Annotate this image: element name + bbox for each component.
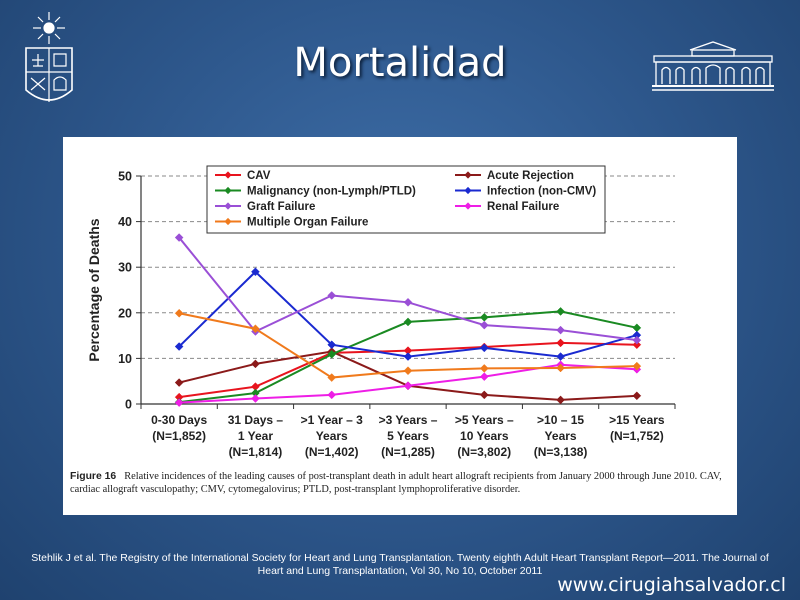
x-tick-label: >5 Years –10 Years (N=3,802)	[455, 413, 514, 459]
data-point	[403, 366, 413, 376]
legend-swatch-marker	[224, 186, 232, 195]
figure-label: Figure 16	[70, 471, 117, 482]
legend-entry-label: CAV	[247, 170, 271, 182]
y-tick-label: 30	[118, 261, 132, 275]
legend-entry-label: Acute Rejection	[487, 170, 574, 182]
data-point	[632, 340, 642, 350]
website-link[interactable]: www.cirugiahsalvador.cl	[557, 574, 786, 596]
citation: Stehlik J et al. The Registry of the Int…	[0, 552, 800, 578]
legend-entry-label: Malignancy (non-Lymph/PTLD)	[247, 186, 416, 198]
y-tick-label: 10	[118, 352, 132, 366]
data-point	[327, 340, 337, 350]
x-tick-label: >10 – 15 Years (N=3,138)	[534, 413, 588, 459]
data-point	[174, 342, 184, 351]
university-crest-logo	[18, 10, 80, 114]
legend-swatch-marker	[464, 186, 472, 195]
y-tick-label: 50	[118, 170, 132, 184]
legend-swatch-marker	[224, 171, 232, 179]
data-point	[251, 359, 260, 369]
data-point	[327, 390, 337, 400]
data-point	[479, 320, 489, 330]
data-point	[174, 398, 184, 407]
x-tick-label: 0-30 Days (N=1,852)	[151, 413, 207, 443]
x-tick-label: >3 Years –5 Years (N=1,285)	[379, 413, 438, 459]
mortality-line-chart: 0 10 20 30 40 50 Percentage of Deaths 0-30 Days…	[86, 165, 676, 459]
data-point	[327, 349, 337, 359]
legend-entry-label: Renal Failure	[487, 201, 559, 213]
legend-swatch-marker	[464, 171, 472, 179]
data-point	[403, 381, 413, 391]
slide-title: Mortalidad	[293, 40, 507, 86]
data-point	[327, 373, 337, 382]
x-tick-label: >1 Year – 3 Years (N=1,402)	[301, 413, 364, 459]
data-point	[556, 325, 565, 335]
data-point	[632, 335, 642, 345]
data-point	[479, 364, 489, 373]
figure-caption: Figure 16 Relative incidences of the lead…	[70, 470, 730, 496]
figure-caption-text: Relative incidences of the leading cause…	[70, 471, 722, 495]
x-tick-label: >15 Years (N=1,752)	[609, 413, 665, 443]
data-point	[556, 338, 565, 348]
legend-entry-label: Infection (non-CMV)	[487, 186, 596, 198]
data-point	[327, 291, 337, 300]
data-point	[251, 394, 260, 403]
legend-entry-label: Graft Failure	[247, 201, 315, 213]
x-tick-label: 31 Days –1 Year (N=1,814)	[228, 413, 284, 459]
hospital-building-logo	[652, 40, 774, 94]
data-point	[632, 361, 642, 371]
data-point	[251, 324, 260, 334]
y-tick-label: 0	[125, 398, 132, 412]
data-point	[251, 267, 260, 277]
citation-line-1: Stehlik J et al. The Registry of the Int…	[31, 552, 769, 564]
y-tick-label: 40	[118, 215, 132, 229]
citation-line-2: Heart and Lung Transplantation, Vol 30, …	[257, 565, 543, 577]
legend-box	[206, 165, 606, 234]
data-point	[479, 372, 489, 381]
data-point	[556, 395, 565, 405]
legend-swatch-marker	[224, 202, 232, 210]
y-axis-label: Percentage of Deaths	[86, 218, 102, 361]
data-point	[632, 391, 642, 401]
data-point	[556, 352, 565, 361]
chart-panel: 0 10 20 30 40 50 Percentage of Deaths 0-30 Days…	[63, 137, 737, 515]
y-tick-label: 20	[118, 306, 132, 320]
data-point	[556, 307, 565, 316]
data-point	[403, 317, 413, 327]
data-point	[556, 363, 565, 373]
data-point	[479, 390, 489, 400]
data-point	[403, 352, 413, 361]
data-point	[479, 343, 489, 353]
data-point	[174, 308, 184, 318]
data-point	[174, 378, 184, 387]
data-point	[403, 297, 413, 307]
legend-swatch-marker	[224, 217, 232, 226]
legend-swatch-marker	[464, 202, 472, 210]
data-point	[174, 233, 184, 242]
legend-entry-label: Multiple Organ Failure	[247, 217, 368, 229]
data-point	[479, 313, 489, 322]
data-point	[632, 323, 642, 333]
